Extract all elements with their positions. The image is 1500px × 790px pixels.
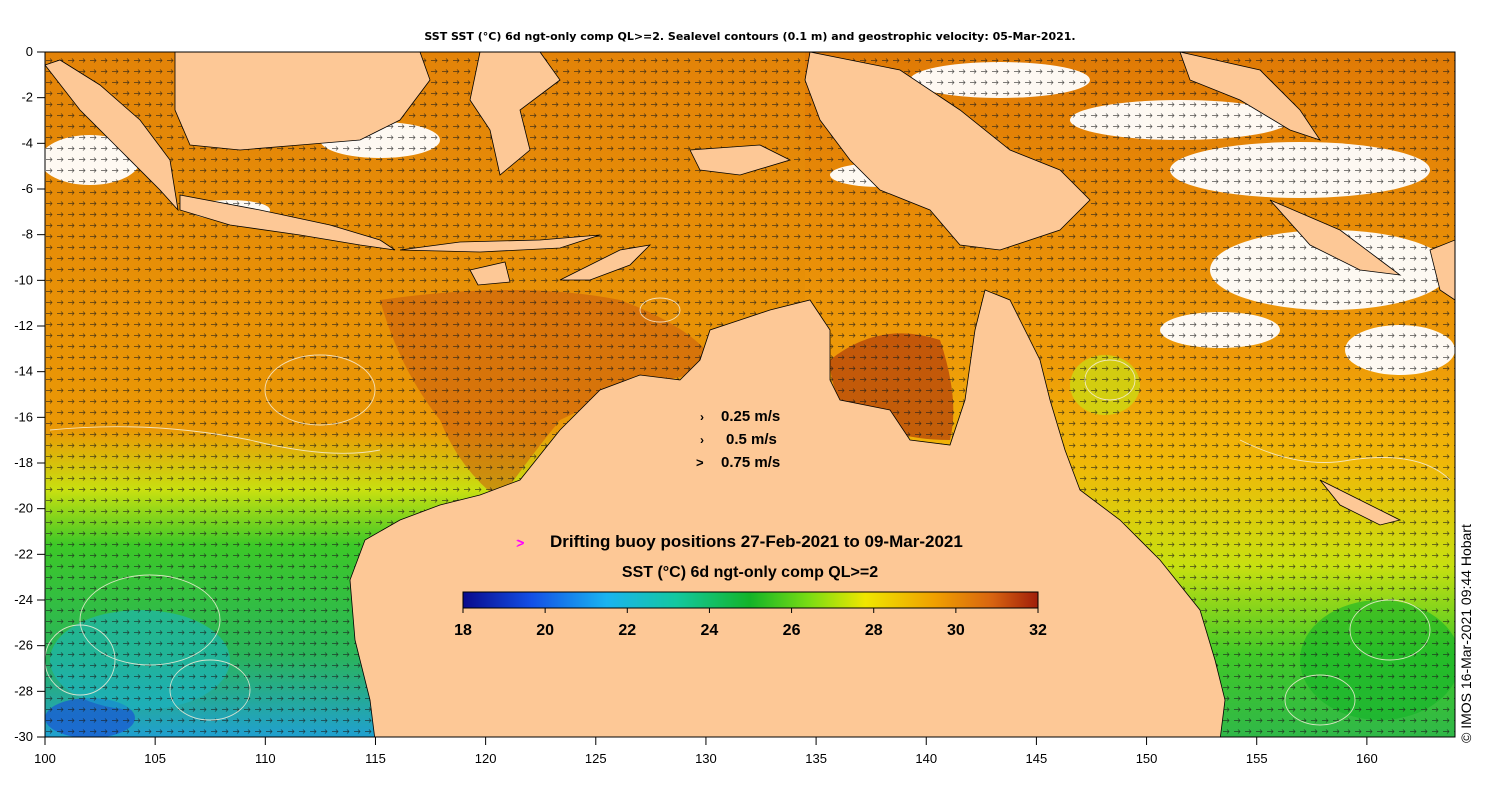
- colorbar: SST (°C) 6d ngt-only comp QL>=2 18 20 22 24…: [454, 564, 1047, 639]
- buoy-legend: > Drifting buoy positions 27-Feb-2021 to…: [517, 532, 963, 551]
- velocity-label-2: 0.5 m/s: [726, 431, 777, 448]
- y-tick-label: -28: [14, 683, 33, 698]
- x-tick-label: 130: [695, 751, 717, 766]
- x-tick-label: 120: [475, 751, 497, 766]
- colorbar-gradient: [462, 591, 1039, 609]
- colorbar-tick-label: 26: [783, 622, 801, 639]
- velocity-glyph-3: >: [696, 455, 704, 470]
- velocity-glyph-2: ›: [700, 433, 704, 447]
- buoy-marker: >: [516, 535, 524, 551]
- land: [45, 52, 1455, 737]
- x-tick-label: 115: [365, 751, 386, 766]
- colorbar-tick-label: 24: [701, 622, 719, 639]
- map-title: SST SST (°C) 6d ngt-only comp QL>=2. Sea…: [424, 30, 1076, 43]
- colorbar-tick-label: 18: [454, 622, 472, 639]
- y-tick-label: -6: [21, 181, 33, 196]
- velocity-label-1: 0.25 m/s: [721, 408, 780, 425]
- y-tick-label: -4: [21, 135, 33, 150]
- seram: [689, 144, 792, 176]
- buoy-legend-glyph: >: [517, 535, 525, 550]
- y-tick-label: -2: [21, 90, 33, 105]
- solomon-islands: [1179, 52, 1321, 141]
- y-tick-label: -14: [14, 364, 33, 379]
- x-tick-label: 155: [1246, 751, 1268, 766]
- x-tick-label: 150: [1136, 751, 1158, 766]
- new-guinea: [804, 52, 1091, 251]
- x-tick-label: 100: [34, 751, 56, 766]
- colorbar-tick-label: 28: [865, 622, 883, 639]
- y-tick-label: -16: [14, 409, 33, 424]
- x-tick-label: 110: [255, 751, 276, 766]
- new-britain: [1269, 199, 1402, 276]
- timor: [559, 244, 652, 281]
- colorbar-tick-label: 20: [536, 622, 554, 639]
- borneo: [174, 52, 431, 151]
- y-tick-label: -18: [14, 455, 33, 470]
- y-tick-label: -26: [14, 638, 33, 653]
- x-tick-label: 135: [805, 751, 827, 766]
- y-tick-label: -24: [14, 592, 33, 607]
- velocity-glyph-1: ›: [700, 410, 704, 424]
- y-tick-label: -20: [14, 501, 33, 516]
- sulawesi: [469, 52, 561, 176]
- velocity-label-3: 0.75 m/s: [721, 454, 780, 471]
- y-tick-label: -22: [14, 546, 33, 561]
- sumatra: [45, 59, 179, 212]
- colorbar-tick-label: 30: [947, 622, 965, 639]
- y-tick-label: -8: [21, 227, 33, 242]
- colorbar-ticks: 18 20 22 24 26 28 30 32: [454, 608, 1047, 639]
- y-tick-label: -12: [14, 318, 33, 333]
- y-tick-label: 0: [26, 44, 33, 59]
- y-axis: 0 -2 -4 -6 -8 -10 -12 -14 -16 -18 -20 -22 -24 -26 -28 -…: [14, 44, 45, 744]
- java: [179, 194, 396, 251]
- lesser-sunda: [399, 234, 601, 253]
- y-tick-label: -10: [14, 272, 33, 287]
- x-tick-label: 145: [1026, 751, 1048, 766]
- new-caledonia: [1319, 479, 1402, 526]
- y-tick-label: -30: [14, 729, 33, 744]
- x-tick-label: 125: [585, 751, 607, 766]
- x-tick-label: 105: [144, 751, 166, 766]
- credit: © IMOS 16-Mar-2021 09:44 Hobart: [1458, 524, 1474, 743]
- australia: [349, 289, 1226, 737]
- x-tick-label: 140: [915, 751, 937, 766]
- sealevel-contours: [45, 297, 1451, 726]
- buoy-legend-label: Drifting buoy positions 27-Feb-2021 to 0…: [550, 532, 963, 551]
- colorbar-tick-label: 32: [1029, 622, 1047, 639]
- sumba: [469, 261, 511, 286]
- colorbar-title: SST (°C) 6d ngt-only comp QL>=2: [622, 564, 878, 581]
- credit-text: © IMOS 16-Mar-2021 09:44 Hobart: [1458, 524, 1474, 743]
- plot-frame: [44, 51, 1456, 738]
- velocity-legend: › 0.25 m/s › 0.5 m/s > 0.75 m/s: [696, 408, 780, 471]
- x-tick-label: 160: [1356, 751, 1378, 766]
- colorbar-tick-label: 22: [618, 622, 636, 639]
- buoy-markers: >: [516, 535, 524, 551]
- x-axis: 100 105 110 115 120 125 130 135 140 145 150 155 160: [34, 737, 1378, 766]
- vanuatu: [1429, 239, 1455, 301]
